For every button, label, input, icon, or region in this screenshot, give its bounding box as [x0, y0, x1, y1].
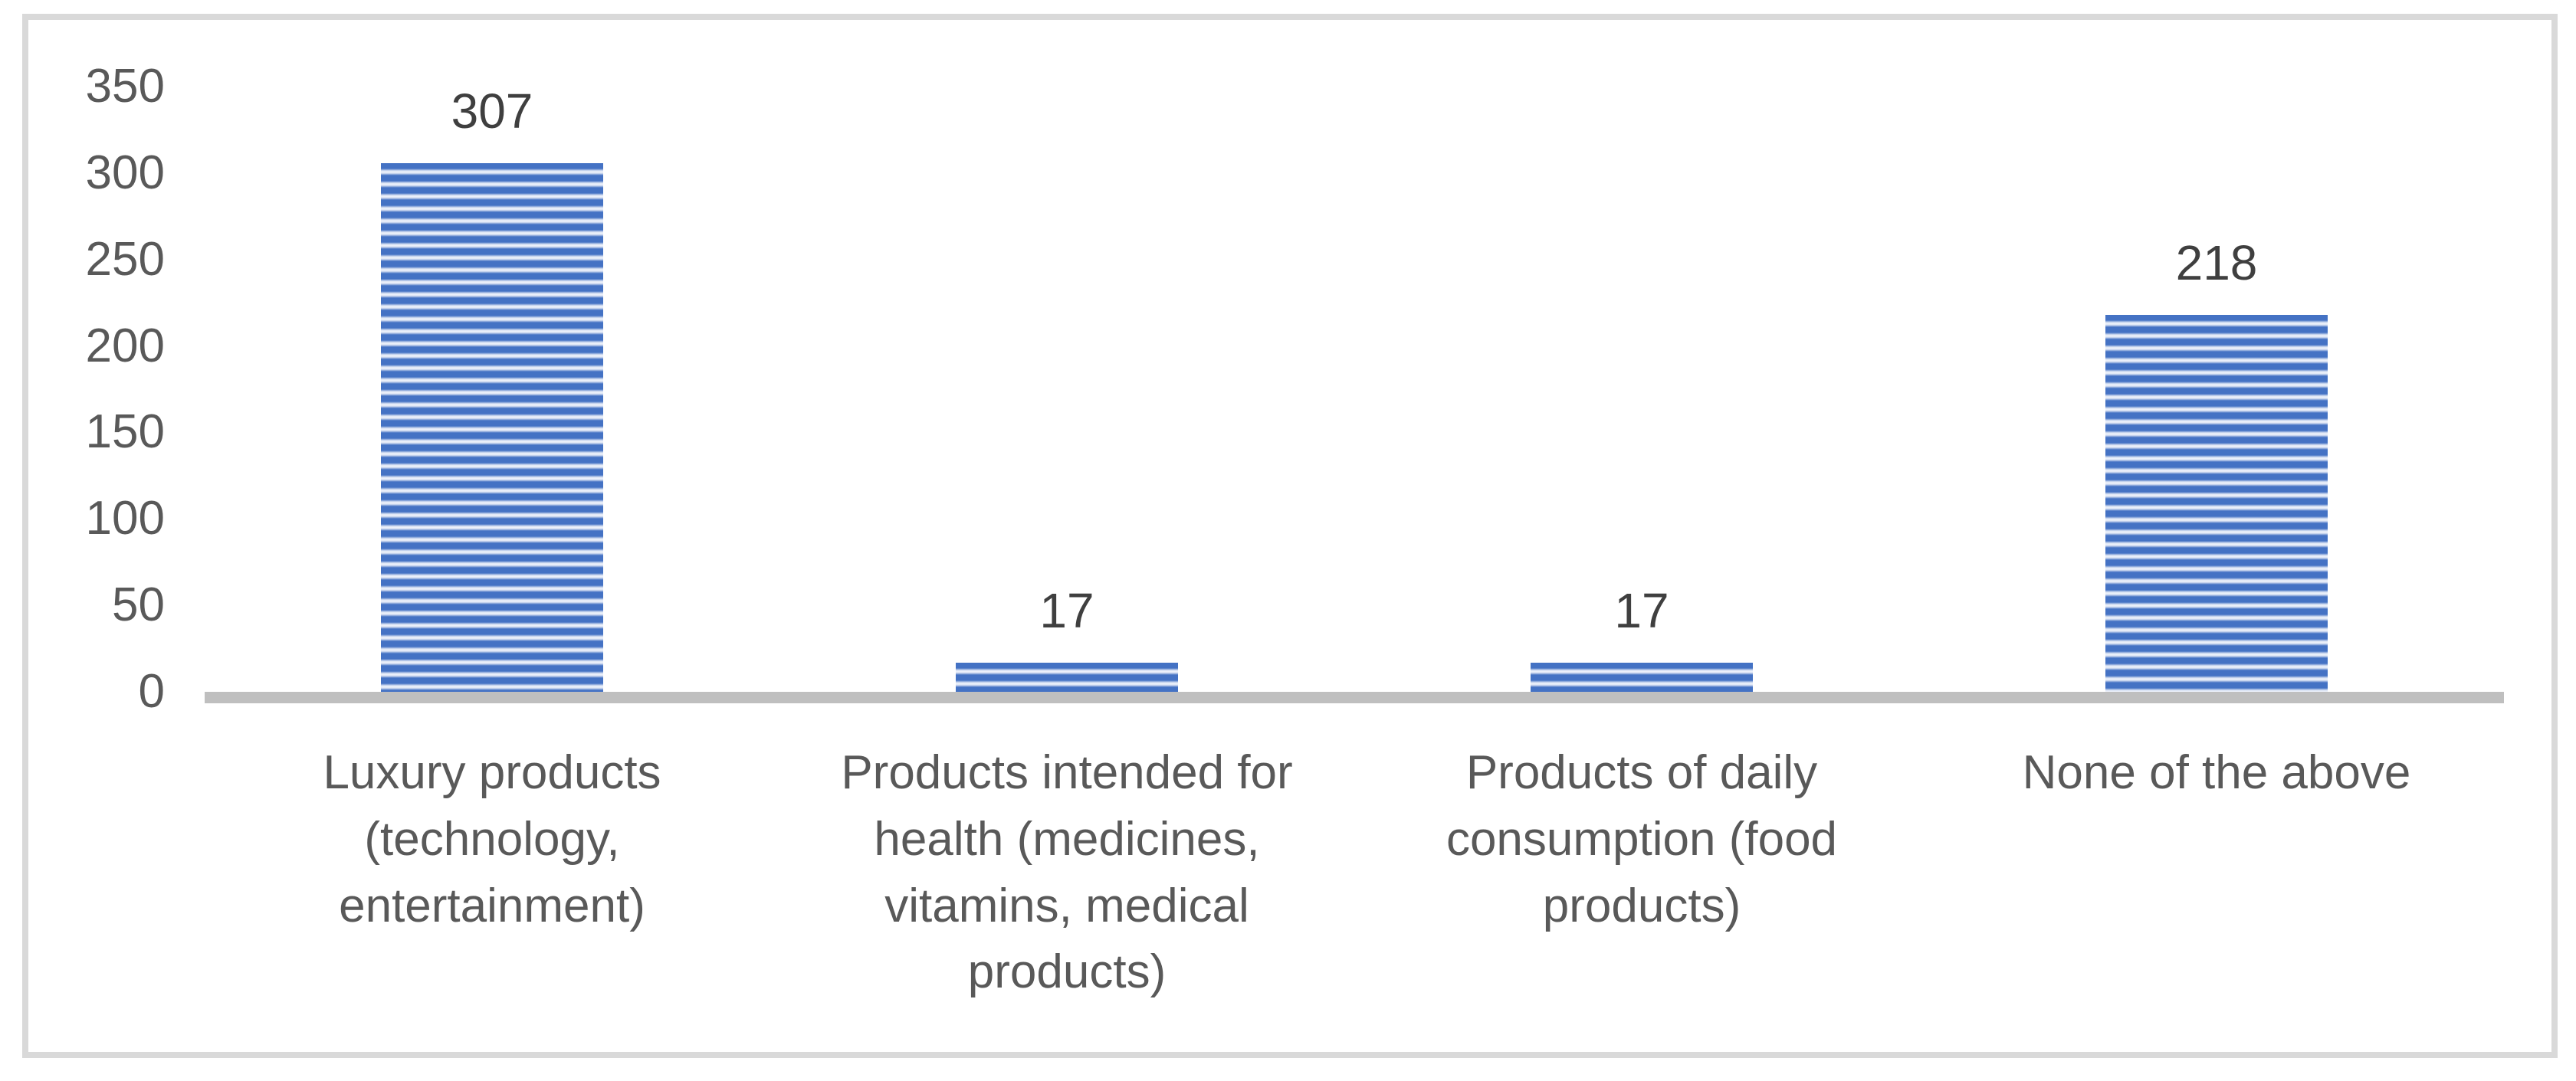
category-cell: Products intended for health (medicines,… [779, 740, 1354, 1006]
bar-column: 17 [779, 87, 1354, 692]
category-label: None of the above [2022, 746, 2411, 799]
bar [1531, 663, 1753, 692]
bar-value-label: 17 [1039, 583, 1094, 638]
y-axis-tick-label: 200 [85, 319, 165, 372]
category-cell: None of the above [1929, 740, 2504, 807]
bar-column: 307 [205, 87, 779, 692]
y-axis-tick-label: 0 [138, 665, 165, 718]
bar-value-label: 17 [1614, 583, 1669, 638]
bar-column: 218 [1929, 87, 2504, 692]
y-axis-tick-label: 250 [85, 232, 165, 286]
category-cell: Luxury products (technology, entertainme… [205, 740, 779, 939]
bar [956, 663, 1178, 692]
x-axis-line [205, 692, 2504, 703]
y-axis-tick-label: 350 [85, 60, 165, 113]
y-axis-tick-label: 300 [85, 146, 165, 199]
y-axis: 0 50 100 150 200 250 300 350 [28, 63, 165, 716]
bar-column: 17 [1354, 87, 1929, 692]
plot-area: 307 17 17 218 [205, 87, 2504, 692]
category-label: Products intended for health (medicines,… [841, 746, 1293, 999]
y-axis-tick-label: 100 [85, 492, 165, 545]
bar [381, 163, 603, 692]
chart-frame: 0 50 100 150 200 250 300 350 307 17 17 218 Luxury … [22, 14, 2558, 1058]
category-label: Products of daily consumption (food prod… [1446, 746, 1838, 932]
bar-value-label: 218 [2175, 235, 2258, 290]
x-axis-labels: Luxury products (technology, entertainme… [205, 740, 2504, 1006]
y-axis-tick-label: 50 [112, 578, 165, 632]
y-axis-tick-label: 150 [85, 405, 165, 459]
category-cell: Products of daily consumption (food prod… [1354, 740, 1929, 939]
category-label: Luxury products (technology, entertainme… [323, 746, 661, 932]
bar-value-label: 307 [451, 84, 533, 139]
bar [2105, 315, 2328, 692]
